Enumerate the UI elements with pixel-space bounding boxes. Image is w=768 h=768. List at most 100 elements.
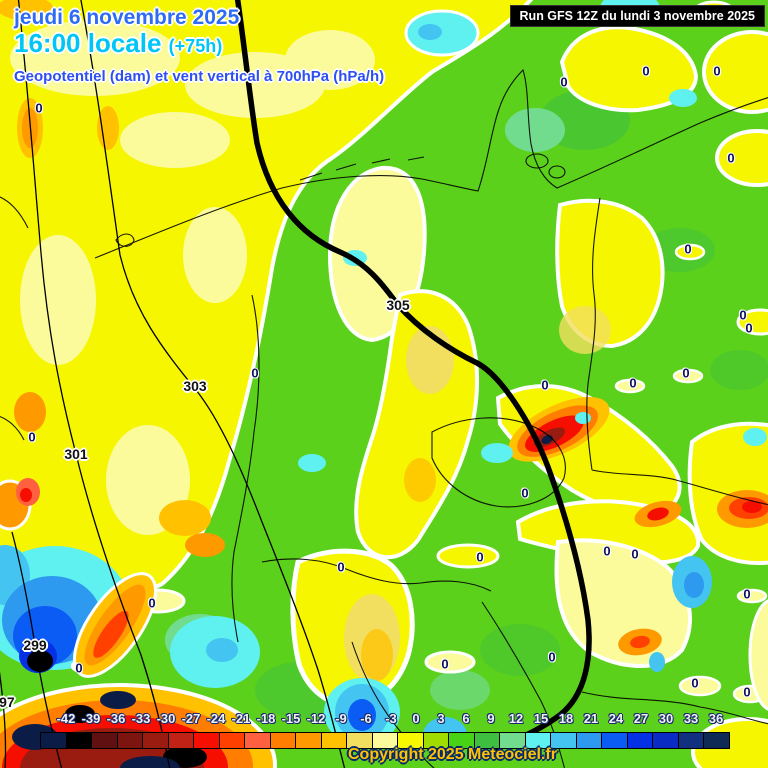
colorbar-cell xyxy=(576,733,603,748)
colorbar-cell xyxy=(678,733,705,748)
contour-297 xyxy=(0,671,7,768)
colorbar-tick-label: 15 xyxy=(533,711,549,726)
geopotential-label-301: 301 xyxy=(64,446,88,462)
zero-contour-label: 0 xyxy=(75,660,83,676)
colorbar-tick-label: -33 xyxy=(131,711,151,726)
contour-303 xyxy=(80,0,346,768)
colorbar-tick-label: -36 xyxy=(106,711,126,726)
colorbar-cell xyxy=(92,733,118,748)
colorbar-tick-label: 27 xyxy=(633,711,649,726)
date-line: jeudi 6 novembre 2025 xyxy=(14,6,240,29)
zero-contour-label: 0 xyxy=(629,375,637,391)
colorbar-cell xyxy=(423,733,450,748)
colorbar-tick-label: -30 xyxy=(156,711,176,726)
colorbar-tick-label: 33 xyxy=(683,711,699,726)
time-line: 16:00 locale (+75h) xyxy=(14,28,222,59)
zero-contour-label: 0 xyxy=(739,307,747,323)
colorbar-tick-label: 30 xyxy=(658,711,674,726)
colorbar-tick-label: -27 xyxy=(181,711,201,726)
colorbar-cell xyxy=(245,733,271,748)
local-time: 16:00 locale xyxy=(14,28,162,58)
colorbar-tick-label: -21 xyxy=(231,711,251,726)
colorbar-tick-label: 6 xyxy=(462,711,470,726)
geopotential-label-299: 299 xyxy=(23,637,47,653)
colorbar xyxy=(40,732,730,749)
zero-contour-label: 0 xyxy=(251,365,259,381)
colorbar-cell xyxy=(500,733,526,748)
colorbar-tick-label: -12 xyxy=(306,711,326,726)
zero-contour-label: 0 xyxy=(337,559,345,575)
colorbar-cell xyxy=(398,733,424,748)
colorbar-cell xyxy=(474,733,501,748)
geopotential-label-297: 297 xyxy=(0,694,15,710)
zero-contour-label: 0 xyxy=(148,595,156,611)
colorbar-labels: -42 -39 -36 -33 -30 -27 -24 -21 -18 -15 -12 -9 -6 -3 0… xyxy=(0,711,768,729)
colorbar-cell xyxy=(372,733,399,748)
colorbar-tick-label: -9 xyxy=(335,711,347,726)
colorbar-cell xyxy=(296,733,322,748)
colorbar-tick-label: 9 xyxy=(487,711,495,726)
zero-contour-label: 0 xyxy=(521,485,529,501)
colorbar-cell xyxy=(449,733,475,748)
colorbar-cell xyxy=(117,733,144,748)
colorbar-tick-label: -6 xyxy=(360,711,372,726)
colorbar-cell xyxy=(143,733,169,748)
colorbar-tick-label: 0 xyxy=(412,711,420,726)
contour-305-thick xyxy=(234,0,592,753)
zero-contour-label: 0 xyxy=(28,429,36,445)
zero-contour-label: 0 xyxy=(743,684,751,700)
colorbar-tick-label: 21 xyxy=(583,711,599,726)
colorbar-tick-label: -39 xyxy=(81,711,101,726)
colorbar-tick-label: -3 xyxy=(385,711,397,726)
zero-contour-label: 0 xyxy=(476,549,484,565)
zero-contour-label: 0 xyxy=(745,320,753,336)
geopotential-label-305: 305 xyxy=(386,297,410,313)
zero-contour-label: 0 xyxy=(691,675,699,691)
zero-contour-label: 0 xyxy=(603,543,611,559)
colorbar-cell xyxy=(321,733,348,748)
colorbar-cell xyxy=(602,733,628,748)
colorbar-cell xyxy=(270,733,297,748)
model-run-info: Run GFS 12Z du lundi 3 novembre 2025 xyxy=(509,5,765,27)
zero-contour-label: 0 xyxy=(642,63,650,79)
contour-301 xyxy=(17,0,171,768)
colorbar-cell xyxy=(704,733,729,748)
colorbar-tick-label: 12 xyxy=(508,711,524,726)
colorbar-tick-label: -24 xyxy=(206,711,226,726)
colorbar-cell xyxy=(41,733,67,748)
zero-contour-label: 0 xyxy=(743,586,751,602)
zero-contour-label: 0 xyxy=(631,546,639,562)
colorbar-cell xyxy=(653,733,679,748)
colorbar-tick-label: 3 xyxy=(437,711,445,726)
zero-contour-label: 0 xyxy=(548,649,556,665)
colorbar-tick-label: 36 xyxy=(708,711,724,726)
colorbar-cell xyxy=(525,733,552,748)
parameter-line: Geopotentiel (dam) et vent vertical à 70… xyxy=(14,68,385,85)
colorbar-tick-label: 24 xyxy=(608,711,624,726)
colorbar-cell xyxy=(347,733,373,748)
zero-contour-label: 0 xyxy=(727,150,735,166)
zero-contour-label: 0 xyxy=(682,365,690,381)
zero-contour-label: 0 xyxy=(35,100,43,116)
zero-contour-label: 0 xyxy=(441,656,449,672)
colorbar-tick-label: -15 xyxy=(281,711,301,726)
copyright-text: Copyright 2025 Meteociel.fr xyxy=(348,746,557,763)
colorbar-cell xyxy=(627,733,654,748)
colorbar-cell xyxy=(66,733,93,748)
colorbar-cell xyxy=(168,733,195,748)
forecast-offset: (+75h) xyxy=(168,36,223,56)
colorbar-tick-label: -18 xyxy=(256,711,276,726)
zero-contour-label: 0 xyxy=(541,377,549,393)
zero-contour-label: 0 xyxy=(713,63,721,79)
colorbar-cell xyxy=(194,733,220,748)
zero-contour-label: 0 xyxy=(560,74,568,90)
colorbar-cell xyxy=(551,733,577,748)
colorbar-tick-label: 18 xyxy=(558,711,574,726)
colorbar-cell xyxy=(219,733,246,748)
coastlines-borders xyxy=(0,68,768,768)
colorbar-tick-label: -42 xyxy=(56,711,76,726)
geopotential-label-303: 303 xyxy=(183,378,207,394)
